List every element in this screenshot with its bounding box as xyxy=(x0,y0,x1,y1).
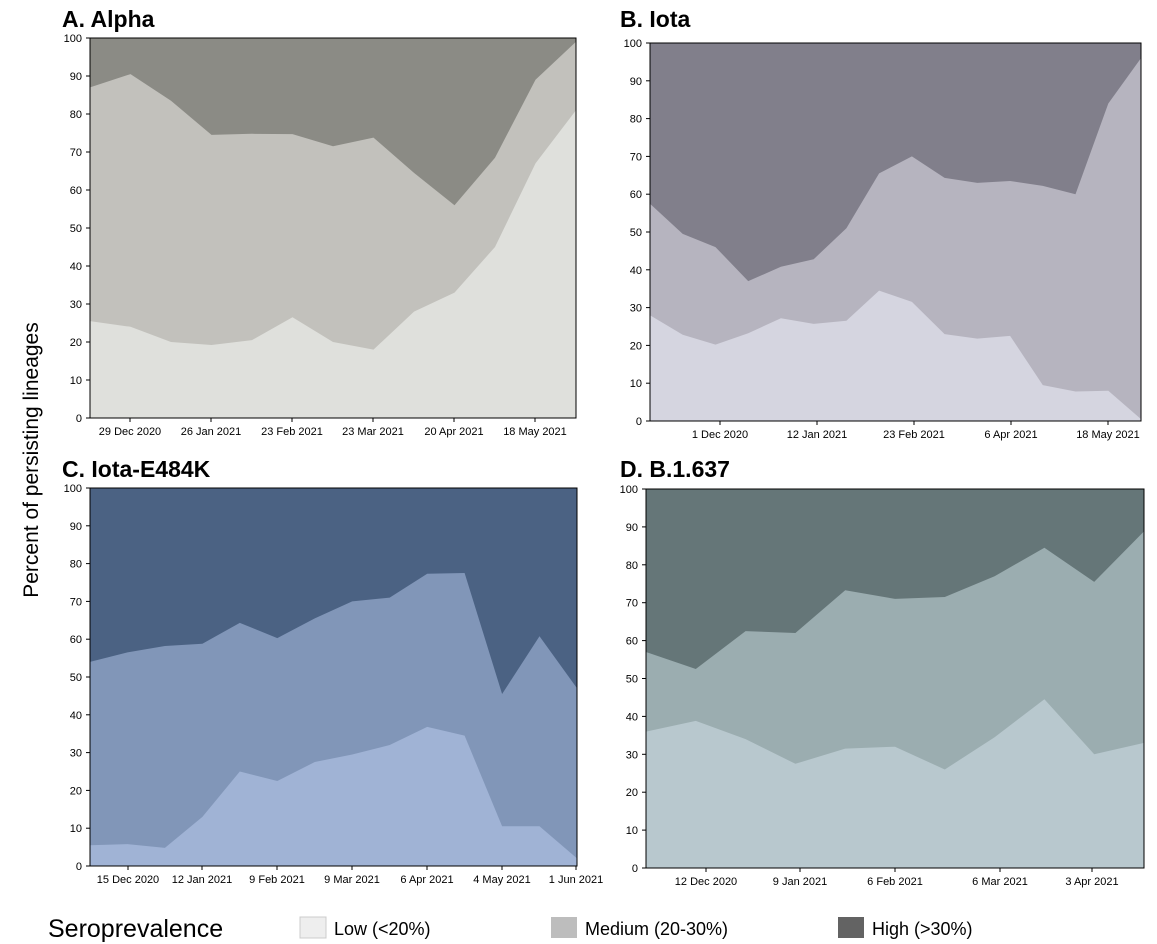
legend-swatch-low xyxy=(299,916,327,939)
y-tick-label: 70 xyxy=(70,147,82,159)
panel-alpha: A. Alpha 0 10 20 30 40 50 60 70 80 90 100 29 Dec 20… xyxy=(62,6,577,438)
x-tick-label: 6 Apr 2021 xyxy=(400,874,453,886)
legend-label-high: High (>30%) xyxy=(872,919,973,939)
y-tick-label: 50 xyxy=(626,674,638,686)
panel-iota-e484k: C. Iota-E484K 0 10 20 30 40 50 60 70 80 90 100 15 D… xyxy=(62,456,603,886)
y-tick-label: 90 xyxy=(70,521,82,533)
x-tick-label: 12 Dec 2020 xyxy=(675,876,737,888)
area-low-seroprevalence xyxy=(650,290,1141,421)
x-tick-label: 20 Apr 2021 xyxy=(424,426,483,438)
y-tick-label: 50 xyxy=(70,223,82,235)
x-tick-label: 23 Feb 2021 xyxy=(883,429,945,441)
area-low-seroprevalence xyxy=(90,726,577,866)
y-tick-label: 50 xyxy=(630,227,642,239)
y-tick-label: 90 xyxy=(626,522,638,534)
x-tick-label: 3 Apr 2021 xyxy=(1065,876,1118,888)
y-tick-label: 100 xyxy=(620,484,638,496)
x-tick-label: 26 Jan 2021 xyxy=(181,426,242,438)
y-tick-label: 30 xyxy=(626,749,638,761)
y-tick-label: 10 xyxy=(626,825,638,837)
y-tick-label: 70 xyxy=(630,151,642,163)
x-tick-label: 6 Mar 2021 xyxy=(972,876,1028,888)
panel-iota: B. Iota 0 10 20 30 40 50 60 70 80 90 100 1 Dec 2020… xyxy=(620,6,1142,441)
x-tick-label: 23 Mar 2021 xyxy=(342,426,404,438)
y-tick-label: 10 xyxy=(70,823,82,835)
y-tick-label: 60 xyxy=(70,185,82,197)
y-tick-label: 0 xyxy=(76,861,82,873)
y-tick-label: 80 xyxy=(70,559,82,571)
y-tick-label: 100 xyxy=(64,483,82,495)
y-tick-label: 50 xyxy=(70,672,82,684)
y-tick-label: 90 xyxy=(70,71,82,83)
y-tick-label: 40 xyxy=(626,711,638,723)
y-tick-label: 70 xyxy=(626,598,638,610)
y-tick-label: 60 xyxy=(70,634,82,646)
area-low-seroprevalence xyxy=(90,110,576,418)
area-low-seroprevalence xyxy=(646,699,1144,868)
x-tick-label: 12 Jan 2021 xyxy=(787,429,848,441)
y-tick-label: 40 xyxy=(70,710,82,722)
legend-label-low: Low (<20%) xyxy=(334,919,431,939)
legend-title: Seroprevalence xyxy=(48,915,223,943)
panel-title: A. Alpha xyxy=(62,6,155,32)
legend-swatch-high xyxy=(838,917,864,938)
x-tick-label: 15 Dec 2020 xyxy=(97,874,159,886)
y-tick-label: 20 xyxy=(626,787,638,799)
y-tick-label: 20 xyxy=(70,337,82,349)
y-tick-label: 30 xyxy=(70,748,82,760)
panel-title: B. Iota xyxy=(620,6,690,32)
y-tick-label: 30 xyxy=(630,303,642,315)
panel-b1637: D. B.1.637 0 10 20 30 40 50 60 70 80 90 100 12 Dec … xyxy=(620,456,1145,888)
x-tick-label: 18 May 2021 xyxy=(503,426,567,438)
x-tick-label: 6 Feb 2021 xyxy=(867,876,923,888)
panel-title: D. B.1.637 xyxy=(620,456,730,482)
x-tick-label: 1 Jun 2021 xyxy=(549,874,603,886)
y-tick-label: 60 xyxy=(626,636,638,648)
y-tick-label: 40 xyxy=(70,261,82,273)
legend-label-medium: Medium (20-30%) xyxy=(585,919,728,939)
x-tick-label: 4 May 2021 xyxy=(473,874,530,886)
y-tick-label: 80 xyxy=(630,114,642,126)
x-tick-label: 18 May 2021 xyxy=(1076,429,1140,441)
x-tick-label: 29 Dec 2020 xyxy=(99,426,161,438)
y-tick-label: 60 xyxy=(630,189,642,201)
x-tick-label: 1 Dec 2020 xyxy=(692,429,748,441)
y-tick-label: 80 xyxy=(626,560,638,572)
x-tick-label: 12 Jan 2021 xyxy=(172,874,233,886)
x-tick-label: 9 Jan 2021 xyxy=(773,876,827,888)
legend: Seroprevalence Low (<20%) Medium (20-30%… xyxy=(48,915,973,943)
y-tick-label: 100 xyxy=(64,33,82,45)
y-tick-label: 10 xyxy=(70,375,82,387)
y-tick-label: 70 xyxy=(70,596,82,608)
x-tick-label: 9 Feb 2021 xyxy=(249,874,305,886)
y-tick-label: 20 xyxy=(630,340,642,352)
panel-title: C. Iota-E484K xyxy=(62,456,211,482)
y-tick-label: 100 xyxy=(624,38,642,50)
y-tick-label: 80 xyxy=(70,109,82,121)
y-tick-label: 90 xyxy=(630,76,642,88)
y-tick-label: 0 xyxy=(636,416,642,428)
y-tick-label: 10 xyxy=(630,378,642,390)
y-tick-label: 0 xyxy=(76,413,82,425)
x-tick-label: 23 Feb 2021 xyxy=(261,426,323,438)
x-tick-label: 6 Apr 2021 xyxy=(984,429,1037,441)
y-tick-label: 0 xyxy=(632,863,638,875)
y-tick-label: 30 xyxy=(70,299,82,311)
y-tick-label: 40 xyxy=(630,265,642,277)
y-axis-label: Percent of persisting lineages xyxy=(20,322,43,598)
x-tick-label: 9 Mar 2021 xyxy=(324,874,380,886)
y-tick-label: 20 xyxy=(70,785,82,797)
legend-swatch-medium xyxy=(551,917,577,938)
